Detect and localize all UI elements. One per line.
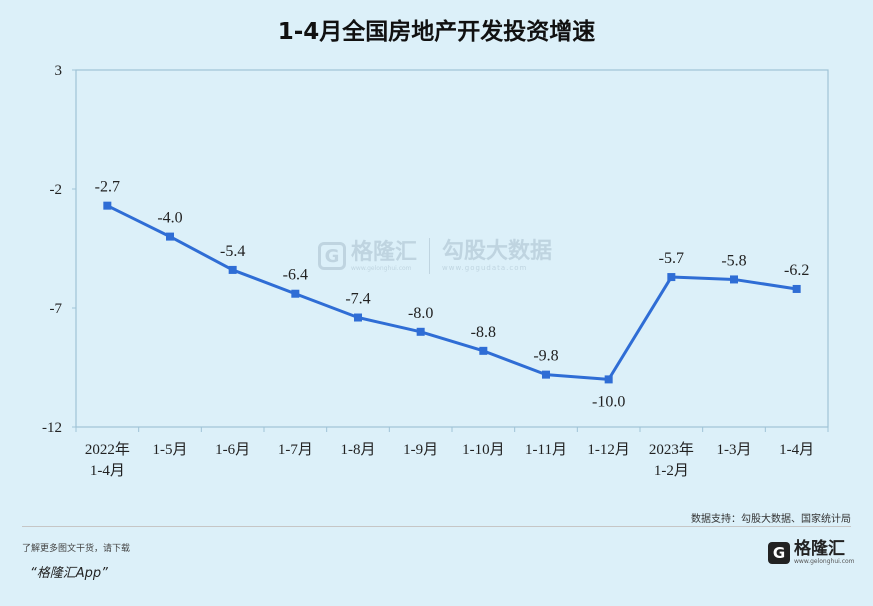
data-label: -7.4 (345, 291, 370, 308)
data-point (103, 201, 112, 210)
x-tick-label: 2022年 (85, 441, 130, 458)
chart-title: 1-4月全国房地产开发投资增速 (277, 19, 596, 45)
data-label: -4.0 (157, 210, 182, 227)
data-point (416, 327, 425, 336)
watermark-name: 格隆汇 (351, 239, 418, 265)
data-label: -5.4 (220, 243, 245, 260)
brand-logo: G 格隆汇 www.gelonghui.com (768, 540, 855, 565)
logo-url: www.gelonghui.com (794, 558, 855, 565)
data-point (166, 232, 174, 241)
y-tick-label: -12 (42, 420, 62, 436)
footer-divider (22, 526, 851, 527)
promo-text: 了解更多图文干货，请下载 (22, 544, 131, 554)
data-point (604, 375, 613, 384)
watermark-url-secondary: www.gogudata.com (442, 264, 528, 272)
y-tick-label: -2 (50, 182, 63, 198)
data-label: -6.4 (283, 267, 308, 284)
x-tick-label: 1-5月 (153, 442, 188, 458)
x-tick-label: 1-4月 (779, 442, 814, 458)
x-tick-label: 1-3月 (717, 442, 752, 458)
x-tick-label: 1-9月 (403, 442, 438, 458)
x-tick-label: 1-10月 (462, 442, 505, 458)
watermark: G 格隆汇 www.gelonghui.com 勾股大数据 www.goguda… (318, 238, 552, 274)
x-tick-label: 1-6月 (215, 442, 250, 458)
x-tick-label: 1-2月 (654, 463, 689, 479)
data-label: -5.7 (659, 250, 684, 267)
x-tick-label: 2023年 (649, 441, 694, 458)
plot-frame (75, 69, 829, 428)
line-chart: 3 -2 -7 -12 2022年 1-4月 1-5月 1-6月 1-7月 1-8月 1-9月 1-1… (42, 63, 829, 479)
x-tick-label: 1-8月 (341, 442, 376, 458)
data-point (792, 284, 801, 293)
data-point (228, 265, 237, 274)
logo-name: 格隆汇 (794, 539, 845, 559)
data-label: -2.7 (95, 179, 120, 196)
data-label: -5.8 (721, 252, 746, 269)
data-point (479, 346, 488, 355)
watermark-name-secondary: 勾股大数据 (442, 239, 553, 264)
source-note: 数据支持：勾股大数据、国家统计局 (691, 514, 851, 525)
x-tick-label: 1-12月 (587, 442, 630, 458)
data-point (291, 289, 300, 298)
data-label: -6.2 (784, 262, 809, 279)
data-label: -8.8 (471, 324, 496, 341)
data-point (354, 313, 362, 322)
data-point (730, 275, 738, 284)
data-label: -9.8 (533, 348, 558, 365)
data-point (542, 370, 550, 379)
watermark-logo-icon: G (318, 242, 346, 270)
series-line (106, 204, 797, 381)
data-point (667, 273, 676, 282)
x-tick-label: 1-7月 (278, 442, 313, 458)
y-tick-label: -7 (50, 301, 63, 317)
logo-icon: G (768, 541, 790, 564)
data-label: -10.0 (592, 393, 625, 410)
app-name: “格隆汇App” (30, 566, 108, 581)
watermark-separator (429, 238, 431, 274)
watermark-url: www.gelonghui.com (351, 264, 412, 272)
data-label: -8.0 (408, 305, 433, 322)
x-tick-label: 1-4月 (90, 463, 125, 479)
y-tick-label: 3 (55, 63, 63, 79)
x-tick-label: 1-11月 (525, 442, 567, 458)
